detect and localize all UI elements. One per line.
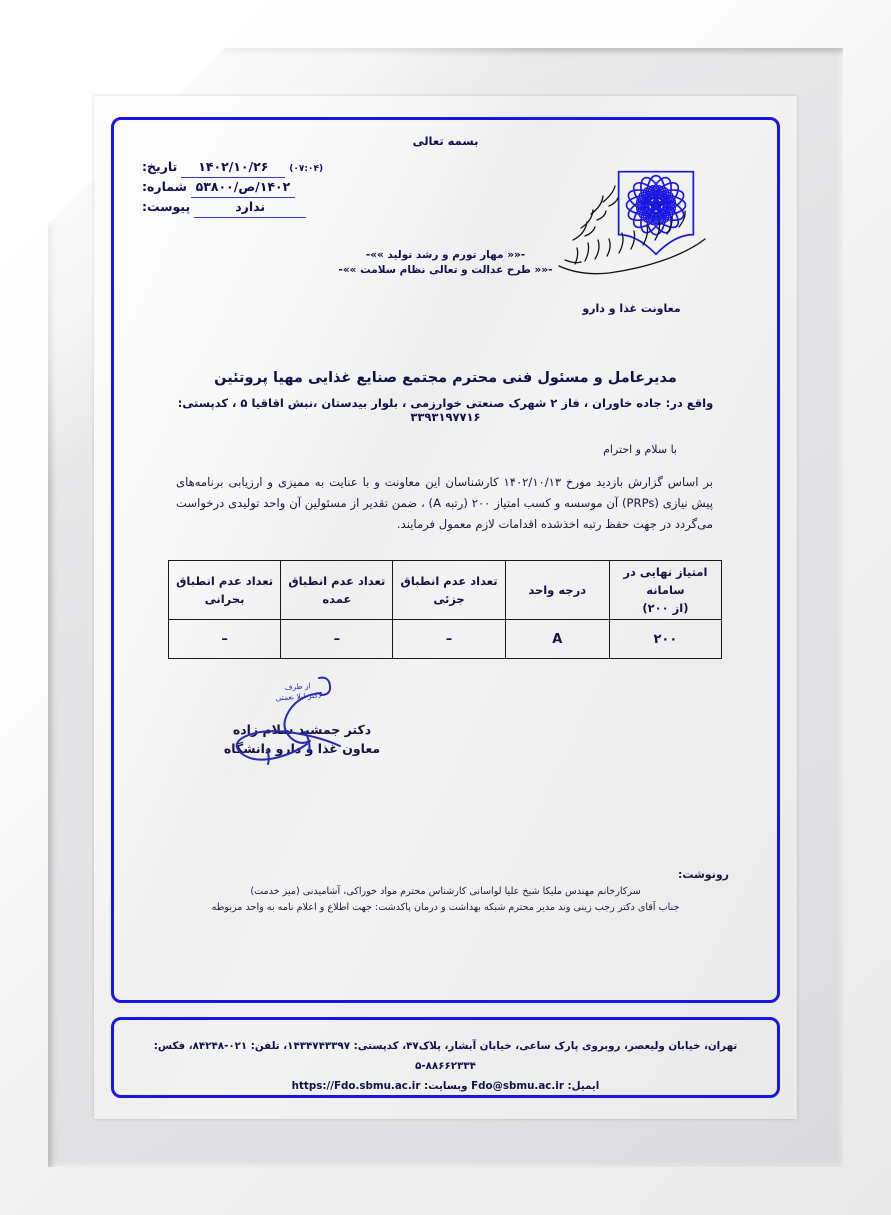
bismillah-heading: بسمه تعالی <box>412 134 479 148</box>
header-critical-nonconformities: تعداد عدم انطباق بحرانی <box>167 560 282 620</box>
slogan-line-2: -«« طرح عدالت و تعالی نظام سلامت »»- <box>338 264 553 276</box>
signatory-name: دکتر جمشید سلام زاده <box>232 722 372 737</box>
attachment-value: ندارد <box>194 198 307 218</box>
cell-minor-count: – <box>392 619 506 659</box>
cell-final-score: ۲۰۰ <box>608 619 723 659</box>
national-slogans: -«« مهار تورم و رشد تولید »»- -«« طرح عد… <box>114 248 777 278</box>
cell-unit-grade: A <box>504 619 610 659</box>
body-paragraph: بر اساس گزارش بازدید مورخ ۱۴۰۲/۱۰/۱۳ کار… <box>176 475 714 531</box>
cc-item: جناب آقای دکتر رجب زینی وند مدیر محترم ش… <box>211 902 680 913</box>
attachment-label: پیوست: <box>142 199 191 214</box>
meta-row-date: تاریخ: ۱۴۰۲/۱۰/۲۶ (۰۷:۰۴) <box>142 158 442 178</box>
footer-website-value[interactable]: https://Fdo.sbmu.ac.ir <box>291 1080 421 1092</box>
footer-email-label: ایمیل: <box>567 1080 600 1092</box>
shahid-beheshti-emblem-icon <box>617 170 695 256</box>
footer-website-label: وبسایت: <box>424 1080 468 1092</box>
evaluation-results-table: امتیاز نهایی در سامانه (از ۲۰۰) درجه واح… <box>167 560 723 659</box>
logo-caption: معاونت غذا و دارو <box>582 302 681 315</box>
header-major-line2: عمده <box>322 592 352 606</box>
table-row: ۲۰۰ A – – – <box>167 619 723 659</box>
date-value: ۱۴۰۲/۱۰/۲۶ <box>181 158 286 178</box>
date-label: تاریخ: <box>142 159 178 174</box>
header-major-line1: تعداد عدم انطباق <box>288 574 386 588</box>
cell-critical-count: – <box>167 619 282 659</box>
document-footer-border: تهران، خیابان ولیعصر، روبروی پارک ساعی، … <box>111 1017 780 1098</box>
date-time: (۰۷:۰۴) <box>289 164 324 174</box>
footer-content: تهران، خیابان ولیعصر، روبروی پارک ساعی، … <box>126 1036 765 1096</box>
header-final-score-line2: (از ۲۰۰) <box>642 601 689 615</box>
footer-address: تهران، خیابان ولیعصر، روبروی پارک ساعی، … <box>153 1040 738 1072</box>
header-minor-nonconformities: تعداد عدم انطباق جزئی <box>392 560 506 620</box>
document-body-border: بسمه تعالی تاریخ: ۱۴۰۲/۱۰/۲۶ (۰۷:۰۴) شما… <box>111 117 780 1003</box>
footer-email-value[interactable]: Fdo@sbmu.ac.ir <box>471 1080 564 1092</box>
cc-item: سرکارخانم مهندس ملیکا شیخ علیا لواسانی ک… <box>250 886 641 897</box>
header-final-score: امتیاز نهایی در سامانه (از ۲۰۰) <box>608 560 723 620</box>
slogan-line-1: -«« مهار تورم و رشد تولید »»- <box>365 249 526 261</box>
carbon-copy-block: رونوشت: سرکارخانم مهندس ملیکا شیخ علیا ل… <box>162 868 729 916</box>
header-minor-line2: جزئی <box>433 592 465 606</box>
header-critical-line1: تعداد عدم انطباق <box>176 574 274 588</box>
header-unit-grade-line1: درجه واحد <box>528 583 587 597</box>
addressee-address: واقع در: جاده خاوران ، فاز ۲ شهرک صنعتی … <box>177 396 714 424</box>
signature-block: از طرف دکتر لیلا نعمتی دکتر جمشید سلام ز… <box>197 676 407 765</box>
table-header-row: امتیاز نهایی در سامانه (از ۲۰۰) درجه واح… <box>167 560 723 620</box>
signature-on-behalf-note: از طرف دکتر لیلا نعمتی <box>262 680 333 705</box>
university-logo: معاونت غذا و دارو <box>544 150 719 315</box>
cc-title: رونوشت: <box>677 868 729 881</box>
cell-major-count: – <box>280 619 394 659</box>
signatory-title: معاون غذا و دارو دانشگاه <box>223 741 381 756</box>
footer-contact: ایمیل: Fdo@sbmu.ac.ir وبسایت: https://Fd… <box>126 1076 765 1096</box>
meta-row-attachment: پیوست: ندارد <box>142 198 442 218</box>
greeting-line: با سلام و احترام <box>603 443 677 456</box>
number-value: ۱۴۰۲/ص/۵۳۸۰۰ <box>190 178 295 198</box>
meta-row-number: شماره: ۱۴۰۲/ص/۵۳۸۰۰ <box>142 178 442 198</box>
header-final-score-line1: امتیاز نهایی در سامانه <box>623 565 708 597</box>
header-major-nonconformities: تعداد عدم انطباق عمده <box>280 560 394 620</box>
number-label: شماره: <box>142 179 187 194</box>
header-unit-grade: درجه واحد <box>504 560 610 620</box>
document-page: بسمه تعالی تاریخ: ۱۴۰۲/۱۰/۲۶ (۰۷:۰۴) شما… <box>94 96 797 1119</box>
header-minor-line1: تعداد عدم انطباق <box>400 574 498 588</box>
addressee-title: مدیرعامل و مسئول فنی محترم مجتمع صنایع غ… <box>214 370 677 386</box>
document-meta-block: تاریخ: ۱۴۰۲/۱۰/۲۶ (۰۷:۰۴) شماره: ۱۴۰۲/ص/… <box>142 158 442 218</box>
header-critical-line2: بحرانی <box>204 592 245 606</box>
